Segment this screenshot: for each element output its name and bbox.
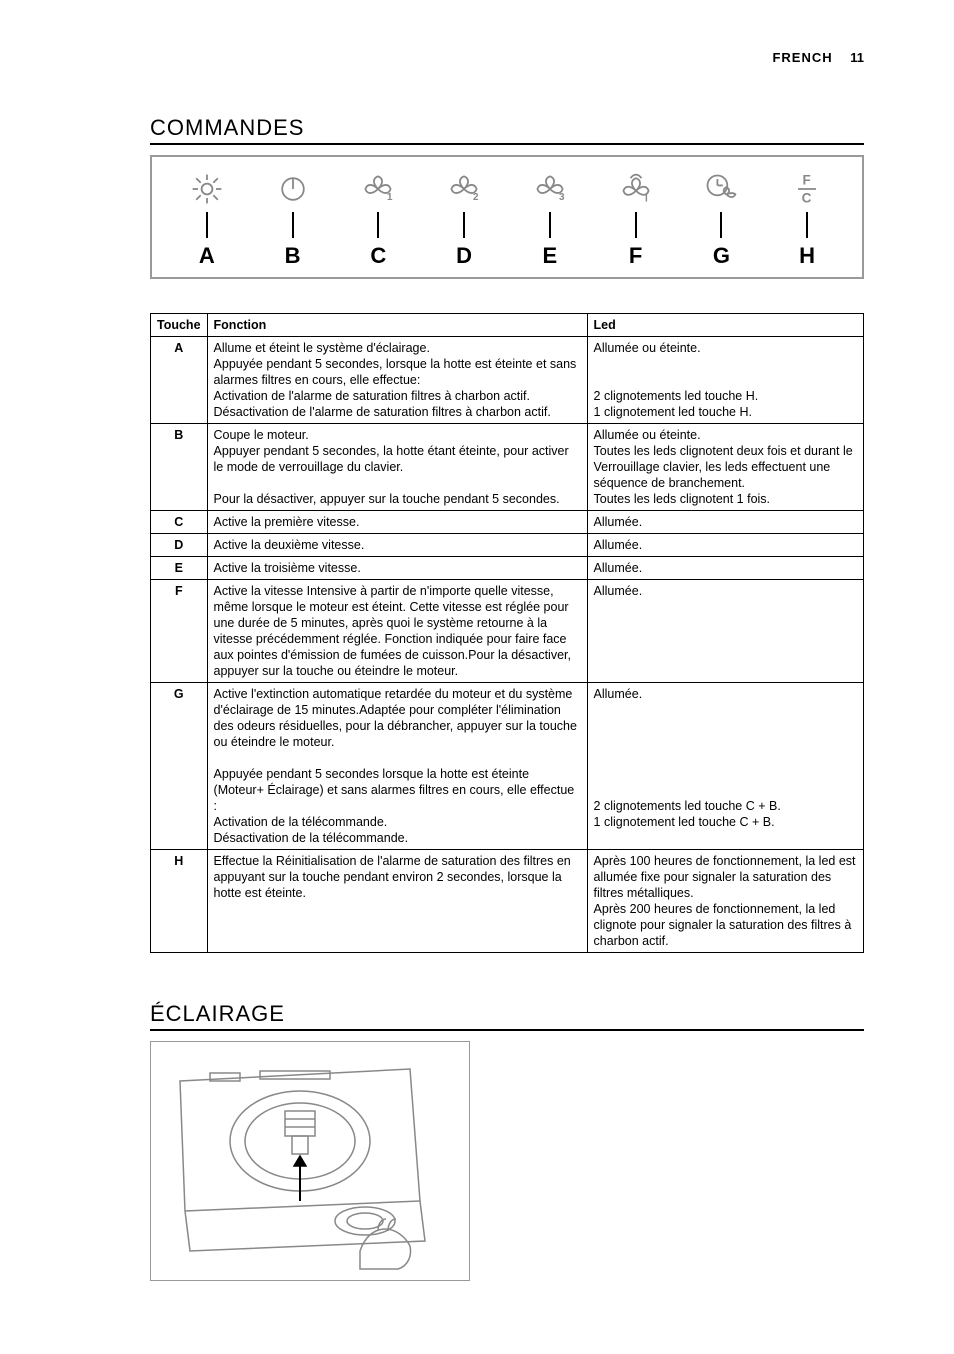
control-label: B — [250, 243, 336, 269]
timer-icon — [679, 171, 765, 212]
fan-intensive-icon: I — [593, 171, 679, 212]
th-touche: Touche — [151, 314, 208, 337]
controls-panel: 1 2 3 — [150, 155, 864, 279]
control-label: F — [593, 243, 679, 269]
cell-fonction: Allume et éteint le système d'éclairage.… — [207, 337, 587, 424]
table-row: EActive la troisième vitesse.Allumée. — [151, 557, 864, 580]
svg-text:2: 2 — [473, 192, 479, 203]
cell-touche: F — [151, 580, 208, 683]
cell-touche: H — [151, 850, 208, 953]
control-label: E — [507, 243, 593, 269]
table-row: DActive la deuxième vitesse.Allumée. — [151, 534, 864, 557]
cell-touche: A — [151, 337, 208, 424]
cell-fonction: Active l'extinction automatique retardée… — [207, 683, 587, 850]
cell-led: Allumée ou éteinte. Toutes les leds clig… — [587, 424, 863, 511]
page-header: FRENCH 11 — [150, 50, 864, 65]
lamp-svg — [160, 1051, 460, 1271]
table-row: HEffectue la Réinitialisation de l'alarm… — [151, 850, 864, 953]
tick — [164, 212, 250, 243]
cell-led: Allumée ou éteinte. 2 clignotements led … — [587, 337, 863, 424]
table-row: AAllume et éteint le système d'éclairage… — [151, 337, 864, 424]
functions-table: Touche Fonction Led AAllume et éteint le… — [150, 313, 864, 953]
svg-text:I: I — [645, 194, 648, 205]
language-label: FRENCH — [772, 50, 832, 65]
section-rule — [150, 143, 864, 145]
svg-text:F: F — [803, 173, 811, 188]
cell-fonction: Active la deuxième vitesse. — [207, 534, 587, 557]
control-label: C — [336, 243, 422, 269]
fan2-icon: 2 — [421, 171, 507, 212]
labels-row: A B C D E F G H — [164, 243, 850, 269]
tick — [764, 212, 850, 243]
cell-led: Allumée. — [587, 557, 863, 580]
cell-fonction: Coupe le moteur. Appuyer pendant 5 secon… — [207, 424, 587, 511]
icons-row: 1 2 3 — [164, 171, 850, 212]
cell-led: Après 100 heures de fonctionnement, la l… — [587, 850, 863, 953]
svg-text:C: C — [802, 191, 812, 206]
cell-fonction: Effectue la Réinitialisation de l'alarme… — [207, 850, 587, 953]
table-row: GActive l'extinction automatique retardé… — [151, 683, 864, 850]
control-label: A — [164, 243, 250, 269]
control-label: G — [679, 243, 765, 269]
tick — [336, 212, 422, 243]
page-number: 11 — [850, 50, 864, 65]
cell-touche: B — [151, 424, 208, 511]
table-row: FActive la vitesse Intensive à partir de… — [151, 580, 864, 683]
power-icon — [250, 171, 336, 212]
control-label: H — [764, 243, 850, 269]
cell-fonction: Active la vitesse Intensive à partir de … — [207, 580, 587, 683]
tick — [593, 212, 679, 243]
th-fonction: Fonction — [207, 314, 587, 337]
fc-icon: F C — [764, 171, 850, 212]
cell-touche: D — [151, 534, 208, 557]
svg-text:3: 3 — [559, 192, 565, 203]
cell-touche: C — [151, 511, 208, 534]
tick — [507, 212, 593, 243]
lamp-illustration — [150, 1041, 470, 1281]
cell-fonction: Active la troisième vitesse. — [207, 557, 587, 580]
tick — [679, 212, 765, 243]
cell-led: Allumée. — [587, 511, 863, 534]
cell-led: Allumée. — [587, 534, 863, 557]
light-icon — [164, 171, 250, 212]
th-led: Led — [587, 314, 863, 337]
fan3-icon: 3 — [507, 171, 593, 212]
commandes-title: COMMANDES — [150, 115, 864, 141]
table-row: BCoupe le moteur. Appuyer pendant 5 seco… — [151, 424, 864, 511]
cell-touche: E — [151, 557, 208, 580]
control-label: D — [421, 243, 507, 269]
svg-text:1: 1 — [387, 192, 393, 203]
tick — [250, 212, 336, 243]
table-row: CActive la première vitesse.Allumée. — [151, 511, 864, 534]
eclairage-title: ÉCLAIRAGE — [150, 1001, 864, 1027]
cell-led: Allumée. 2 clignotements led touche C + … — [587, 683, 863, 850]
cell-led: Allumée. — [587, 580, 863, 683]
cell-fonction: Active la première vitesse. — [207, 511, 587, 534]
fan1-icon: 1 — [336, 171, 422, 212]
ticks-row — [164, 212, 850, 243]
tick — [421, 212, 507, 243]
section-rule — [150, 1029, 864, 1031]
cell-touche: G — [151, 683, 208, 850]
